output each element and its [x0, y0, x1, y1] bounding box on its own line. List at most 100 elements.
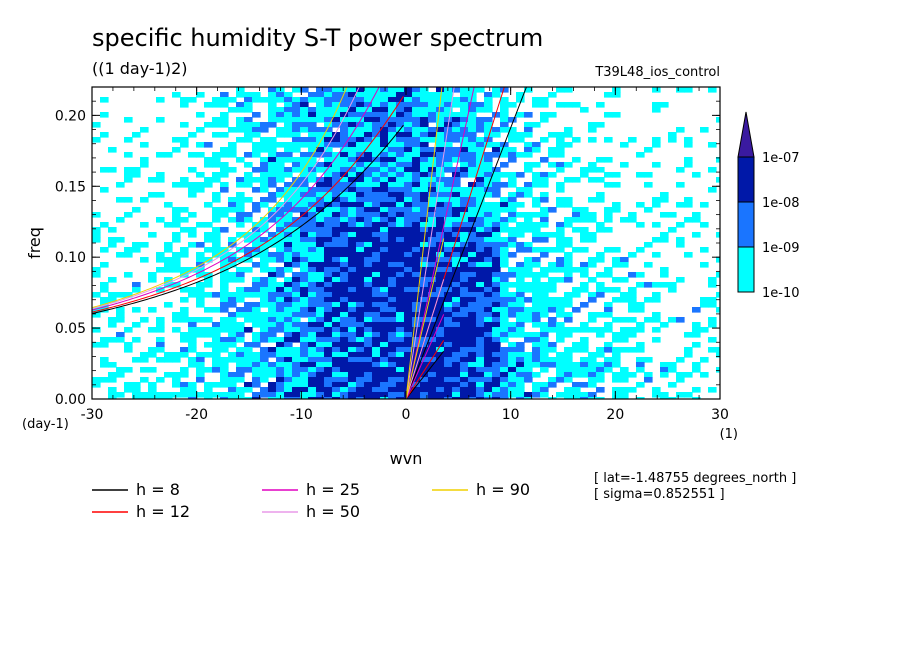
contour-cell: [388, 332, 397, 338]
contour-cell: [468, 247, 477, 253]
contour-cell: [436, 387, 445, 393]
contour-cell: [532, 302, 541, 308]
contour-cell: [364, 92, 373, 98]
contour-cell: [316, 217, 325, 223]
contour-cell: [620, 262, 629, 268]
contour-cell: [164, 392, 173, 398]
contour-cell: [476, 167, 485, 173]
contour-cell: [540, 327, 549, 333]
contour-cell: [484, 312, 493, 318]
contour-cell: [124, 347, 133, 353]
contour-cell: [356, 147, 365, 153]
contour-cell: [540, 272, 549, 278]
contour-cell: [388, 267, 397, 273]
contour-cell: [372, 172, 381, 178]
contour-cell: [204, 382, 213, 388]
contour-cell: [420, 397, 429, 399]
contour-cell: [420, 382, 429, 388]
contour-cell: [228, 357, 237, 363]
contour-cell: [604, 342, 613, 348]
contour-cell: [436, 377, 445, 383]
contour-cell: [452, 217, 461, 223]
contour-cell: [348, 322, 357, 328]
contour-cell: [476, 312, 485, 318]
contour-cell: [492, 392, 501, 398]
contour-cell: [428, 292, 437, 298]
contour-cell: [572, 342, 581, 348]
contour-cell: [508, 227, 517, 233]
contour-cell: [276, 202, 285, 208]
contour-cell: [548, 302, 557, 308]
contour-cell: [636, 307, 645, 313]
contour-cell: [116, 372, 125, 378]
contour-cell: [500, 182, 509, 188]
contour-cell: [180, 392, 189, 398]
contour-cell: [356, 92, 365, 98]
contour-cell: [572, 212, 581, 218]
contour-cell: [276, 192, 285, 198]
contour-cell: [540, 312, 549, 318]
contour-cell: [468, 387, 477, 393]
contour-cell: [500, 282, 509, 288]
contour-cell: [340, 152, 349, 158]
contour-cell: [252, 142, 261, 148]
contour-cell: [492, 387, 501, 393]
contour-cell: [484, 152, 493, 158]
contour-cell: [556, 377, 565, 383]
contour-cell: [252, 122, 261, 128]
contour-cell: [404, 327, 413, 333]
contour-cell: [308, 307, 317, 313]
contour-cell: [492, 272, 501, 278]
contour-cell: [468, 87, 477, 93]
contour-cell: [364, 232, 373, 238]
contour-cell: [180, 182, 189, 188]
contour-cell: [460, 137, 469, 143]
contour-cell: [404, 117, 413, 123]
contour-cell: [420, 347, 429, 353]
contour-cell: [356, 317, 365, 323]
contour-cell: [100, 282, 109, 288]
contour-cell: [476, 157, 485, 163]
contour-cell: [532, 147, 541, 153]
contour-cell: [508, 147, 517, 153]
contour-cell: [252, 337, 261, 343]
contour-cell: [532, 232, 541, 238]
contour-cell: [260, 372, 269, 378]
contour-cell: [420, 267, 429, 273]
contour-cell: [404, 137, 413, 143]
contour-cell: [540, 387, 549, 393]
y-tick-label: 0.00: [55, 392, 86, 408]
contour-cell: [212, 332, 221, 338]
contour-cell: [260, 217, 269, 223]
contour-cell: [644, 262, 653, 268]
contour-cell: [196, 257, 205, 263]
contour-cell: [268, 197, 277, 203]
contour-cell: [308, 177, 317, 183]
contour-cell: [212, 117, 221, 123]
contour-cell: [404, 192, 413, 198]
contour-cell: [364, 302, 373, 308]
contour-cell: [540, 392, 549, 398]
contour-cell: [468, 397, 477, 399]
contour-cell: [372, 207, 381, 213]
contour-cell: [188, 242, 197, 248]
contour-cell: [276, 337, 285, 343]
contour-cell: [484, 267, 493, 273]
contour-cell: [620, 257, 629, 263]
contour-cell: [220, 317, 229, 323]
contour-cell: [276, 387, 285, 393]
contour-cell: [428, 322, 437, 328]
contour-cell: [484, 207, 493, 213]
contour-cell: [516, 232, 525, 238]
contour-cell: [508, 302, 517, 308]
contour-cell: [372, 222, 381, 228]
contour-cell: [268, 287, 277, 293]
contour-cell: [220, 287, 229, 293]
contour-cell: [340, 352, 349, 358]
contour-cell: [340, 117, 349, 123]
contour-cell: [636, 172, 645, 178]
mrg-curve: [92, 96, 404, 313]
contour-cell: [276, 372, 285, 378]
contour-cell: [580, 207, 589, 213]
